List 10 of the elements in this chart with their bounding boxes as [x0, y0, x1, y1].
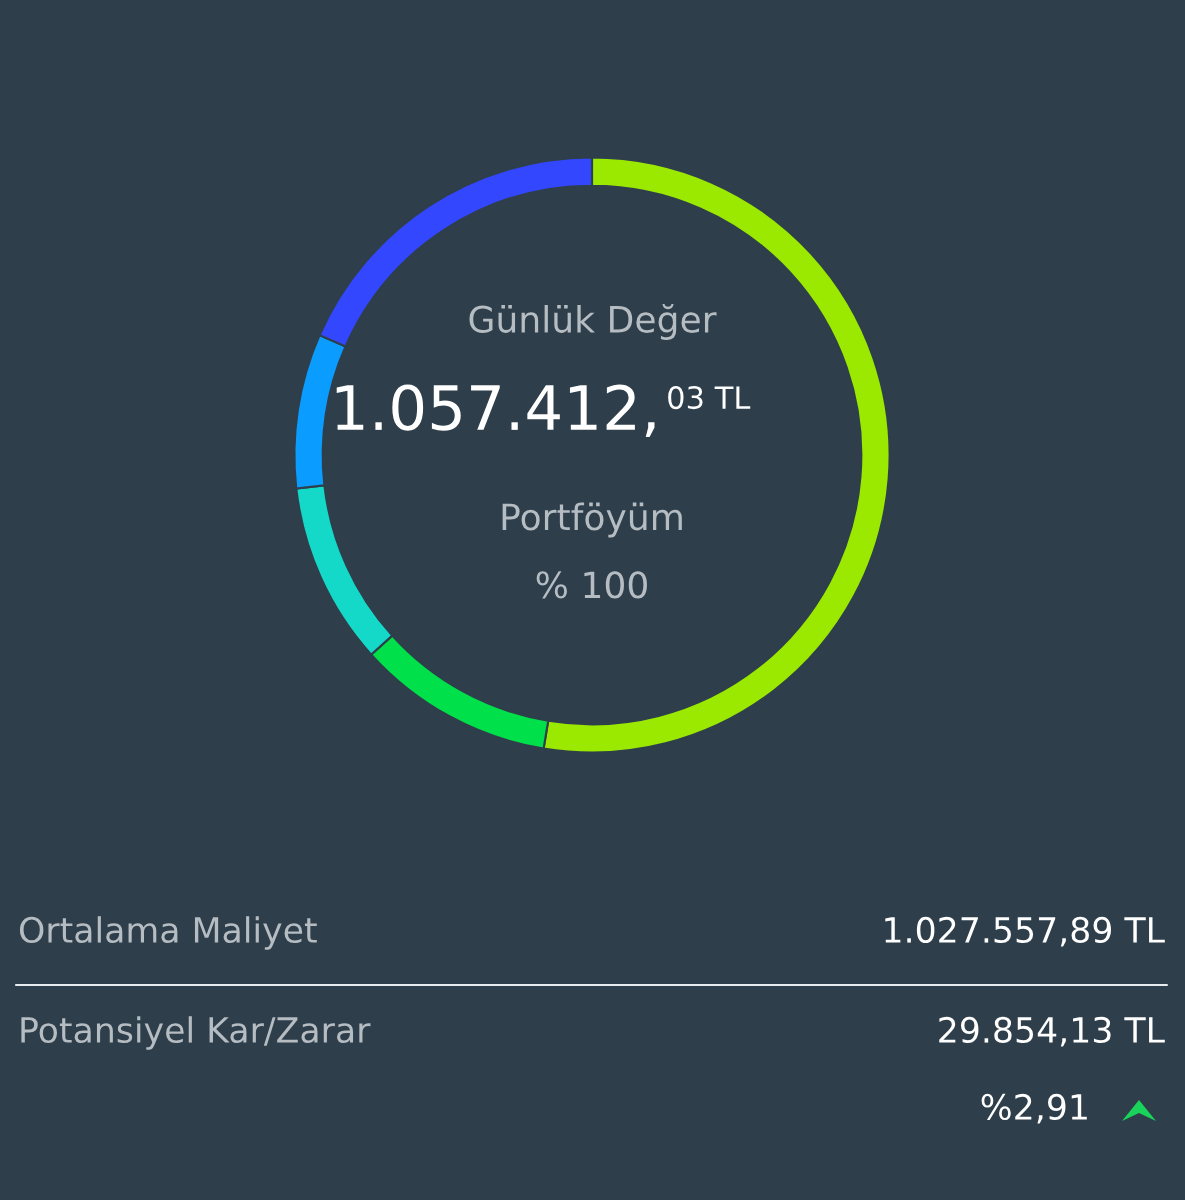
text: Ortalama Maliyet	[19, 916, 317, 950]
text: 29.854,13 TL	[939, 1016, 1165, 1047]
text: 03 TL	[668, 386, 751, 410]
text: Portföyüm	[502, 502, 682, 538]
text: 1.057.412,	[336, 384, 655, 437]
text: 1.027.557,89 TL	[885, 916, 1165, 947]
text: Günlük Değer	[469, 304, 717, 340]
text: % 100	[536, 571, 647, 599]
text: Potansiyel Kar/Zarar	[21, 1016, 371, 1050]
text: %2,91	[981, 1093, 1087, 1124]
